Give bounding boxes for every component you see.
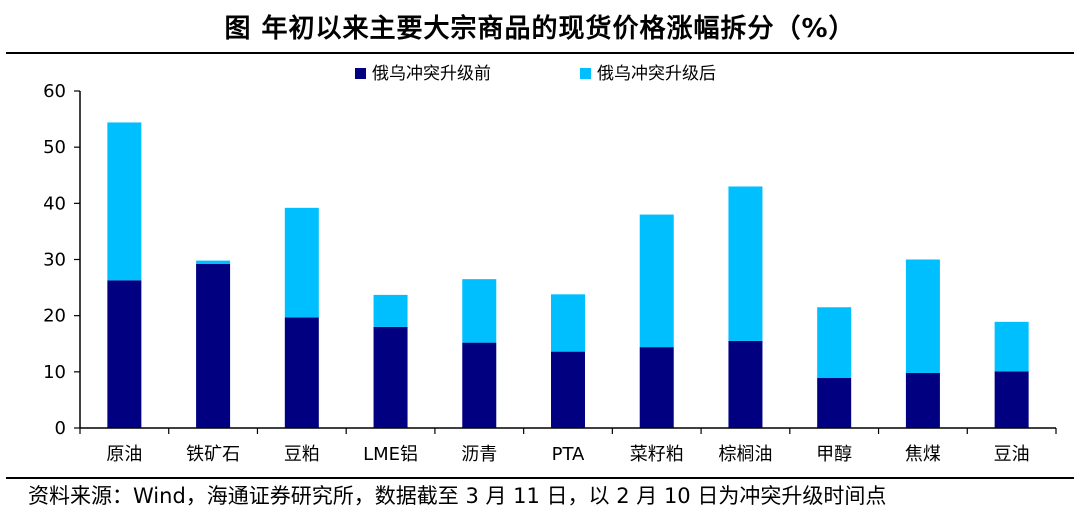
x-tick-label: 沥青 — [461, 444, 497, 465]
title-divider — [6, 52, 1074, 54]
legend-swatch-after — [580, 68, 591, 79]
chart-title: 图 年初以来主要大宗商品的现货价格涨幅拆分（%） — [224, 13, 856, 44]
x-tick-label: 菜籽粕 — [630, 444, 684, 465]
bar-after-9 — [905, 259, 940, 373]
bars — [107, 122, 1029, 428]
bar-before-7 — [728, 340, 763, 428]
chart-title-bar: 图 年初以来主要大宗商品的现货价格涨幅拆分（%） — [0, 0, 1080, 52]
bar-after-10 — [994, 321, 1029, 372]
bar-before-10 — [994, 371, 1029, 428]
x-tick-label: 棕榈油 — [718, 444, 772, 465]
bar-before-6 — [639, 347, 674, 428]
x-axis: 原油 铁矿石 豆粕 LME铝 沥青 PTA 菜籽粕 棕榈油 甲醇 焦煤 豆油 — [79, 427, 1057, 465]
legend: 俄乌冲突升级前 俄乌冲突升级后 — [355, 64, 716, 84]
y-tick-label: 20 — [43, 306, 66, 327]
bar-before-3 — [373, 326, 408, 428]
bar-after-5 — [551, 294, 585, 352]
footer-divider — [6, 477, 1074, 479]
x-tick-label: 原油 — [106, 444, 142, 465]
bar-after-3 — [373, 294, 408, 327]
y-tick-label: 40 — [43, 193, 66, 214]
legend-label-before: 俄乌冲突升级前 — [372, 64, 491, 84]
bar-after-7 — [728, 186, 763, 341]
bar-before-1 — [196, 263, 231, 428]
source-note: 资料来源：Wind，海通证券研究所，数据截至 3 月 11 日，以 2 月 10… — [28, 484, 887, 508]
bar-after-2 — [284, 207, 319, 318]
y-tick-label: 30 — [43, 250, 66, 271]
bar-after-8 — [817, 307, 852, 379]
bar-after-4 — [462, 279, 497, 343]
x-tick-label: 铁矿石 — [186, 444, 240, 465]
stacked-bar-chart: 俄乌冲突升级前 俄乌冲突升级后 0 10 20 30 40 50 60 原油 铁矿石 豆粕 LME… — [43, 64, 1057, 465]
bar-before-5 — [551, 351, 585, 428]
bar-before-0 — [107, 280, 142, 428]
y-tick-label: 60 — [43, 81, 66, 102]
x-tick-label: 甲醇 — [816, 444, 852, 465]
bar-before-9 — [905, 372, 940, 428]
bar-before-2 — [284, 317, 319, 428]
y-tick-label: 10 — [43, 362, 66, 383]
x-tick-label: 豆油 — [994, 444, 1030, 465]
bar-after-6 — [639, 214, 674, 348]
x-tick-label: PTA — [552, 444, 585, 465]
y-tick-label: 50 — [43, 137, 66, 158]
bar-before-4 — [462, 342, 497, 428]
x-tick-label: 焦煤 — [905, 444, 941, 465]
bar-after-1 — [196, 260, 231, 264]
y-tick-label: 0 — [55, 418, 66, 439]
bar-before-8 — [817, 378, 852, 428]
x-tick-label: 豆粕 — [284, 444, 320, 465]
legend-swatch-before — [355, 68, 366, 79]
x-tick-label: LME铝 — [363, 444, 418, 465]
y-axis: 0 10 20 30 40 50 60 — [43, 81, 81, 439]
bar-after-0 — [107, 122, 142, 281]
legend-label-after: 俄乌冲突升级后 — [597, 64, 716, 84]
